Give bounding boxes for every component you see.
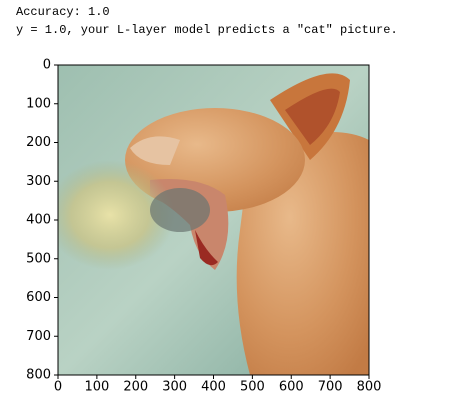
- y-tick-label: 0: [43, 58, 51, 73]
- x-tick-label: 200: [123, 380, 148, 395]
- photo: [58, 65, 369, 375]
- x-tick-label: 700: [318, 380, 343, 395]
- y-tick-label: 200: [26, 135, 51, 150]
- x-tick-label: 800: [357, 380, 382, 395]
- y-tick-label: 800: [26, 368, 51, 383]
- x-tick-label: 600: [279, 380, 304, 395]
- y-tick-label: 400: [26, 213, 51, 228]
- x-tick-label: 0: [54, 380, 62, 395]
- y-tick-label: 100: [26, 96, 51, 111]
- y-tick-label: 300: [26, 174, 51, 189]
- output-line: Accuracy: 1.0: [16, 5, 110, 19]
- y-tick-label: 700: [26, 329, 51, 344]
- x-tick-label: 500: [240, 380, 265, 395]
- y-tick-label: 500: [26, 251, 51, 266]
- x-tick-label: 300: [162, 380, 187, 395]
- y-tick-label: 600: [26, 290, 51, 305]
- output-line: y = 1.0, your L-layer model predicts a "…: [16, 23, 398, 37]
- x-tick-label: 400: [201, 380, 226, 395]
- x-tick-label: 100: [84, 380, 109, 395]
